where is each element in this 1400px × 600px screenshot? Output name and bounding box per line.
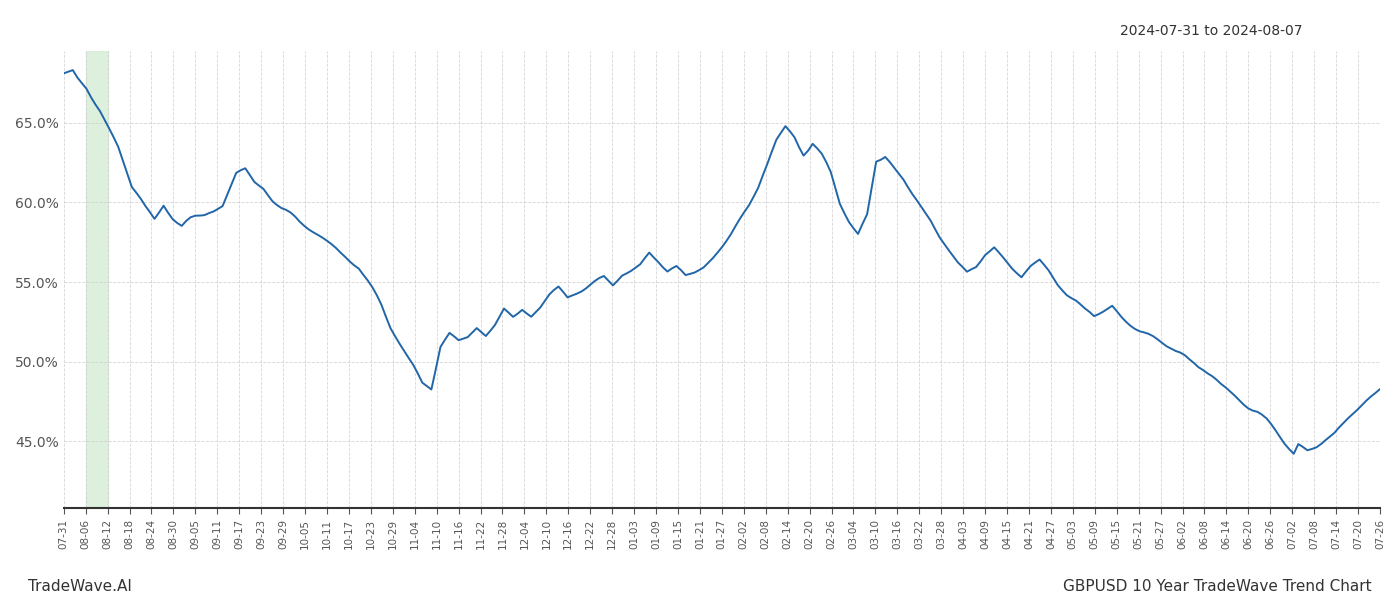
Text: TradeWave.AI: TradeWave.AI xyxy=(28,579,132,594)
Text: GBPUSD 10 Year TradeWave Trend Chart: GBPUSD 10 Year TradeWave Trend Chart xyxy=(1064,579,1372,594)
Bar xyxy=(85,51,108,508)
Text: 2024-07-31 to 2024-08-07: 2024-07-31 to 2024-08-07 xyxy=(1120,24,1302,38)
